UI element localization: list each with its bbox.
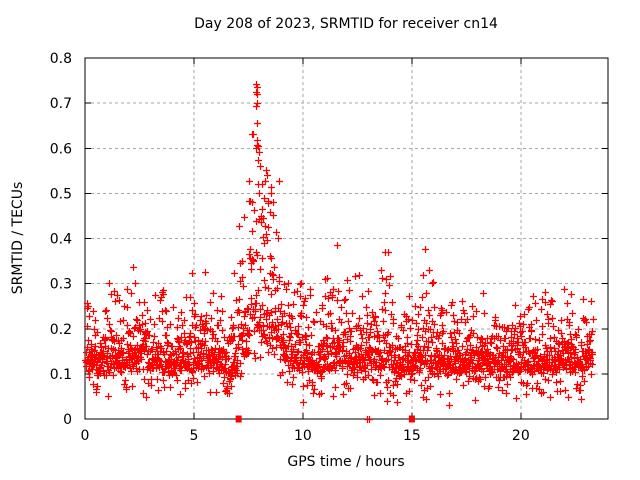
y-tick-label: 0.1	[50, 367, 72, 383]
y-tick-label: 0.7	[50, 96, 72, 112]
tick-labels: 0 0.1 0.2 0.3 0.4 0.5 0.6 0.7 0.8 0 5 10 15 20	[50, 51, 530, 444]
y-tick-label: 0.5	[50, 186, 72, 202]
y-tick-label: 0.3	[50, 277, 72, 293]
y-tick-label: 0.2	[50, 322, 72, 338]
y-tick-label: 0.4	[50, 232, 72, 248]
x-axis-label: GPS time / hours	[287, 454, 404, 470]
plot-border	[84, 57, 609, 420]
x-tick-label: 0	[81, 428, 90, 444]
x-tick-label: 5	[189, 428, 198, 444]
y-axis-label: SRMTID / TECUs	[10, 182, 26, 295]
chart-title: Day 208 of 2023, SRMTID for receiver cn1…	[194, 16, 498, 32]
x-tick-label: 20	[512, 428, 530, 444]
zero-value-markers	[235, 415, 415, 423]
data-points	[82, 81, 597, 423]
y-tick-label: 0	[63, 412, 72, 428]
x-tick-label: 10	[294, 428, 312, 444]
x-tick-label: 15	[403, 428, 421, 444]
y-tick-label: 0.8	[50, 51, 72, 67]
y-tick-label: 0.6	[50, 141, 72, 157]
